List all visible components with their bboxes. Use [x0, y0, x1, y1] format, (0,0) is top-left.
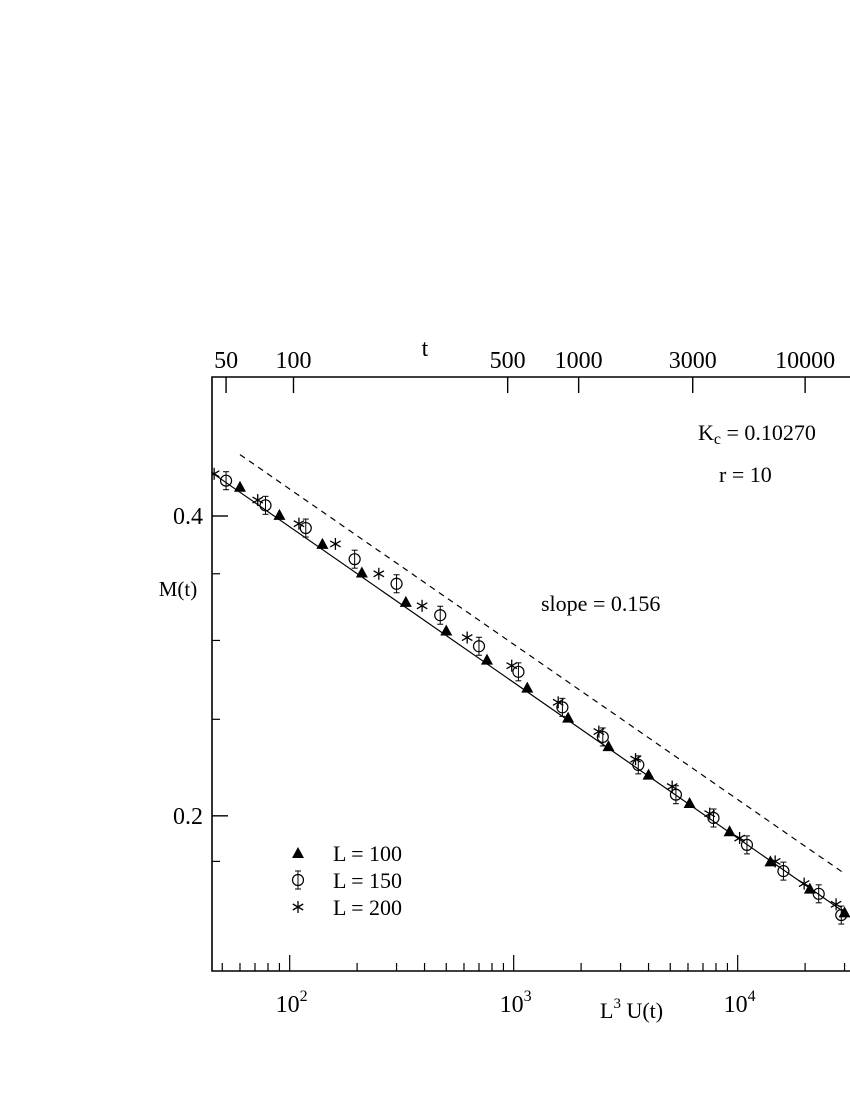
top-axis-label: t: [422, 336, 429, 362]
left-tick-label: 0.2: [173, 804, 203, 830]
top-tick-label: 500: [490, 348, 526, 374]
reference-dashed-line: [239, 454, 845, 875]
left-axis-ticks: 0.4 0.2: [173, 504, 228, 863]
data-point-open-circle: [259, 495, 272, 515]
data-point-filled-triangle: [355, 566, 368, 578]
data-point-open-circle: [596, 727, 609, 747]
legend-label: L = 100: [333, 841, 402, 866]
top-tick-label: 3000: [669, 348, 717, 374]
bottom-tick-label: 103: [500, 988, 532, 1018]
top-tick-label: 1000: [555, 348, 603, 374]
bottom-tick-label: 104: [724, 988, 756, 1018]
legend-marker-filled-triangle: [292, 847, 304, 858]
data-point-open-circle: [472, 636, 486, 656]
data-point-filled-triangle: [838, 906, 850, 918]
data-point-filled-triangle: [521, 681, 534, 693]
data-point-asterisk: [212, 467, 220, 480]
data-point-asterisk: [252, 494, 264, 507]
bottom-axis-label: L3 U(t): [600, 996, 663, 1023]
data-point-asterisk: [798, 877, 810, 890]
bottom-axis-ticks: 102 103 104: [221, 955, 846, 1018]
data-point-asterisk: [293, 517, 305, 530]
data-point-open-circle: [632, 755, 645, 775]
data-point-filled-triangle: [562, 711, 575, 723]
data-point-asterisk: [630, 753, 642, 766]
data-point-asterisk: [769, 855, 781, 868]
plot-frame: [211, 376, 850, 972]
data-point-filled-triangle: [764, 855, 777, 867]
slope-annotation: slope = 0.156: [541, 591, 660, 616]
r-annotation: r = 10: [719, 462, 772, 487]
data-point-open-circle: [299, 518, 312, 538]
data-point-filled-triangle: [480, 653, 493, 665]
data-point-open-circle: [390, 574, 403, 594]
data-point-asterisk: [373, 567, 385, 580]
data-point-open-circle: [740, 835, 754, 855]
data-point-filled-triangle: [233, 480, 246, 492]
data-point-asterisk: [734, 832, 746, 845]
legend-label: L = 200: [333, 895, 402, 920]
data-point-open-circle: [348, 549, 361, 569]
left-tick-label: 0.4: [173, 504, 203, 530]
y-axis-label: M(t): [159, 577, 198, 601]
data-point-asterisk: [506, 659, 518, 672]
data-point-open-circle: [512, 662, 525, 682]
data-point-filled-triangle: [440, 624, 453, 636]
data-point-asterisk: [830, 898, 842, 911]
data-point-open-circle: [434, 605, 447, 625]
data-point-asterisk: [329, 537, 341, 550]
data-point-filled-triangle: [803, 882, 816, 894]
kc-annotation: Kc = 0.10270: [698, 420, 816, 448]
data-points: [212, 467, 850, 925]
top-tick-label: 50: [214, 348, 238, 374]
data-point-asterisk: [416, 599, 428, 612]
data-point-open-circle: [812, 884, 825, 904]
data-point-asterisk: [666, 780, 678, 793]
top-axis-ticks: 50 100 500 1000 3000 10000: [214, 348, 835, 393]
data-point-open-circle: [556, 697, 569, 717]
data-point-asterisk: [704, 807, 716, 820]
data-point-filled-triangle: [642, 768, 655, 780]
data-point-filled-triangle: [602, 740, 615, 752]
data-point-filled-triangle: [316, 537, 329, 549]
data-point-asterisk: [552, 696, 564, 709]
data-point-asterisk: [593, 725, 605, 738]
legend-marker-asterisk: [292, 901, 304, 913]
bottom-tick-label: 102: [276, 988, 308, 1018]
legend-label: L = 150: [333, 868, 402, 893]
data-point-open-circle: [777, 861, 790, 881]
legend-marker-open-circle: [291, 870, 305, 890]
top-tick-label: 100: [275, 348, 311, 374]
data-point-open-circle: [219, 471, 233, 491]
data-point-asterisk: [461, 631, 473, 644]
data-point-filled-triangle: [399, 595, 412, 607]
data-point-filled-triangle: [273, 508, 286, 520]
data-point-filled-triangle: [683, 797, 696, 809]
data-point-filled-triangle: [723, 825, 736, 837]
top-tick-label: 10000: [775, 348, 835, 374]
